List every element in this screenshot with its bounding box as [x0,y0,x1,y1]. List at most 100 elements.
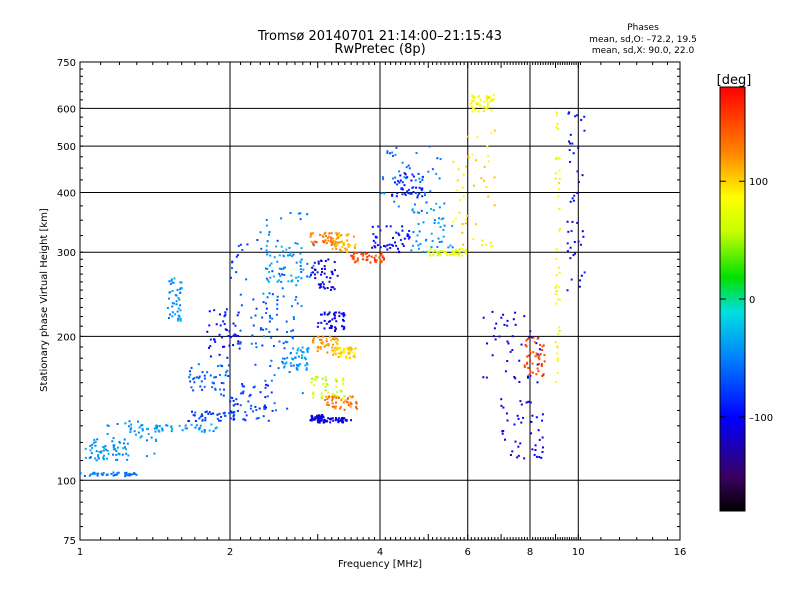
data-point [457,252,460,255]
data-point [401,193,404,196]
data-point [220,336,223,339]
data-point [270,359,273,362]
data-point [310,240,313,243]
data-point [537,370,540,373]
data-point [116,423,119,426]
data-point [263,406,266,409]
data-point [347,245,350,248]
data-point [374,235,377,238]
data-point [280,280,283,283]
data-point [103,446,106,449]
data-point [265,328,268,331]
data-point [574,115,577,118]
data-point [232,334,235,337]
data-point [331,239,334,242]
data-point [376,244,379,247]
data-point [529,370,532,373]
data-point [492,335,495,338]
data-point [558,330,561,333]
data-point [224,374,227,377]
data-point [170,278,173,281]
data-point [333,260,336,263]
data-point [456,189,459,192]
data-point [179,304,182,307]
data-point [333,351,336,354]
data-point [394,153,397,156]
data-point [331,402,334,405]
data-point [558,157,561,160]
data-point [209,345,212,348]
data-point [395,244,398,247]
data-point [158,430,161,433]
data-point [366,252,369,255]
data-point [472,238,475,241]
data-point [364,253,367,256]
data-point [276,307,279,310]
data-point [371,246,374,249]
data-point [407,191,410,194]
data-point [373,256,376,259]
data-point [478,94,481,97]
data-point [400,187,403,190]
data-point [276,299,279,302]
data-point [210,413,213,416]
data-point [529,350,532,353]
data-point [127,425,130,428]
data-point [405,177,408,180]
data-point [330,232,333,235]
data-point [438,206,441,209]
data-point [442,228,445,231]
data-point [381,255,384,258]
data-point [333,317,336,320]
data-point [301,392,304,395]
data-point [282,366,285,369]
data-point [439,225,442,228]
data-point [270,336,273,339]
y-axis-ticks: 75 100 200 300 400 500 600 750 [57,58,76,547]
data-point [295,352,298,355]
data-point [337,236,340,239]
data-point [471,96,474,99]
data-point [97,472,100,475]
data-point [525,339,528,342]
data-point [558,207,561,210]
data-point [577,240,580,243]
data-point [223,388,226,391]
data-point [489,241,492,244]
data-point [322,382,325,385]
data-point [438,250,441,253]
data-point [401,229,404,232]
data-point [335,418,338,421]
data-point [568,111,571,114]
data-point [326,401,329,404]
data-point [165,424,168,427]
data-point [332,353,335,356]
data-point [201,418,204,421]
data-point [98,450,101,453]
data-point [327,239,330,242]
data-point [238,347,241,350]
data-point [289,212,292,215]
data-point [240,304,243,307]
data-point [509,453,512,456]
data-point [244,411,247,414]
data-point [386,151,389,154]
data-point [487,95,490,98]
data-point [250,404,253,407]
data-point [197,377,200,380]
data-point [262,301,265,304]
data-point [207,412,210,415]
data-point [255,346,258,349]
data-point [206,371,209,374]
data-point [300,247,303,250]
data-point [327,391,330,394]
data-point [540,363,543,366]
data-point [422,250,425,253]
data-point [536,381,539,384]
data-point [493,176,496,179]
data-point [436,245,439,248]
data-point [516,456,519,459]
data-point [300,356,303,359]
data-point [318,346,321,349]
data-point [321,281,324,284]
